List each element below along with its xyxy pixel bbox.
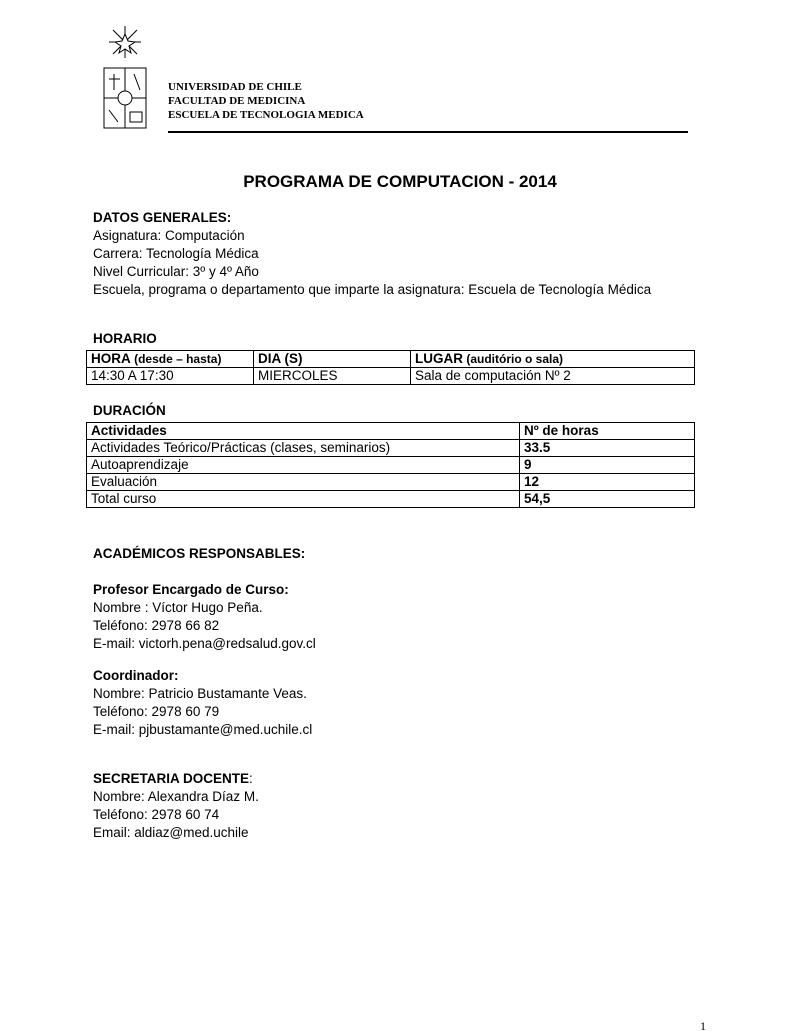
coordinador-section: Coordinador: Nombre: Patricio Bustamante… [93, 667, 312, 739]
school-name: ESCUELA DE TECNOLOGIA MEDICA [168, 109, 364, 121]
header-cell: Nº de horas [519, 422, 695, 440]
contact-line: E-mail: victorh.pena@redsalud.gov.cl [93, 636, 316, 651]
subsection-heading: SECRETARIA DOCENTE [93, 771, 250, 786]
table-cell: Sala de computación Nº 2 [410, 367, 695, 385]
subsection-heading: Profesor Encargado de Curso: [93, 582, 289, 597]
table-row: Autoaprendizaje 9 [86, 456, 695, 474]
table-cell: Autoaprendizaje [86, 456, 520, 474]
page-number: 1 [700, 1019, 706, 1033]
page-title: PROGRAMA DE COMPUTACION - 2014 [243, 172, 557, 191]
faculty-name: FACULTAD DE MEDICINA [168, 95, 306, 107]
table-cell: Actividades Teórico/Prácticas (clases, s… [86, 439, 520, 457]
info-line: Asignatura: Computación [93, 228, 245, 243]
horario-table: HORA (desde – hasta) DIA (S) LUGAR (audi… [86, 350, 695, 385]
section-heading: DATOS GENERALES: [93, 210, 232, 225]
table-cell: 14:30 A 17:30 [86, 367, 254, 385]
section-heading: ACADÉMICOS RESPONSABLES: [93, 546, 306, 561]
header-cell: DIA (S) [253, 350, 411, 368]
header-divider [168, 131, 688, 133]
table-cell: 33.5 [519, 439, 695, 457]
table-header-row: Actividades Nº de horas [86, 422, 695, 440]
header-cell: HORA (desde – hasta) [86, 350, 254, 368]
contact-line: Nombre: Patricio Bustamante Veas. [93, 686, 307, 701]
table-row: Actividades Teórico/Prácticas (clases, s… [86, 439, 695, 457]
contact-line: Teléfono: 2978 60 79 [93, 704, 220, 719]
header-cell: LUGAR (auditório o sala) [410, 350, 695, 368]
contact-line: Teléfono: 2978 66 82 [93, 618, 220, 633]
info-line: Escuela, programa o departamento que imp… [93, 282, 652, 297]
contact-line: E-mail: pjbustamante@med.uchile.cl [93, 722, 313, 737]
section-heading: DURACIÓN [93, 403, 166, 418]
section-heading: HORARIO [93, 331, 157, 346]
table-cell: 54,5 [519, 490, 695, 508]
contact-line: Nombre : Víctor Hugo Peña. [93, 600, 263, 615]
table-cell: Evaluación [86, 473, 520, 491]
table-cell: Total curso [86, 490, 520, 508]
institution-header: UNIVERSIDAD DE CHILE FACULTAD DE MEDICIN… [168, 80, 364, 122]
table-cell: 12 [519, 473, 695, 491]
secretaria-section: SECRETARIA DOCENTE: Nombre: Alexandra Dí… [93, 770, 259, 842]
table-row: Total curso 54,5 [86, 490, 695, 508]
subsection-heading: Coordinador: [93, 668, 179, 683]
profesor-section: Profesor Encargado de Curso: Nombre : Ví… [93, 581, 316, 653]
heading-colon: : [249, 771, 253, 786]
table-row: Evaluación 12 [86, 473, 695, 491]
header-cell: Actividades [86, 422, 520, 440]
contact-line: Email: aldiaz@med.uchile [93, 825, 249, 840]
info-line: Nivel Curricular: 3º y 4º Año [93, 264, 259, 279]
university-name: UNIVERSIDAD DE CHILE [168, 81, 302, 93]
contact-line: Nombre: Alexandra Díaz M. [93, 789, 259, 804]
duracion-table: Actividades Nº de horas Actividades Teór… [86, 422, 695, 508]
table-cell: 9 [519, 456, 695, 474]
info-line: Carrera: Tecnología Médica [93, 246, 259, 261]
table-cell: MIERCOLES [253, 367, 411, 385]
university-crest-logo [103, 26, 147, 129]
datos-generales-section: DATOS GENERALES: Asignatura: Computación… [93, 209, 651, 299]
contact-line: Teléfono: 2978 60 74 [93, 807, 220, 822]
table-header-row: HORA (desde – hasta) DIA (S) LUGAR (audi… [86, 350, 695, 368]
table-row: 14:30 A 17:30 MIERCOLES Sala de computac… [86, 367, 695, 385]
